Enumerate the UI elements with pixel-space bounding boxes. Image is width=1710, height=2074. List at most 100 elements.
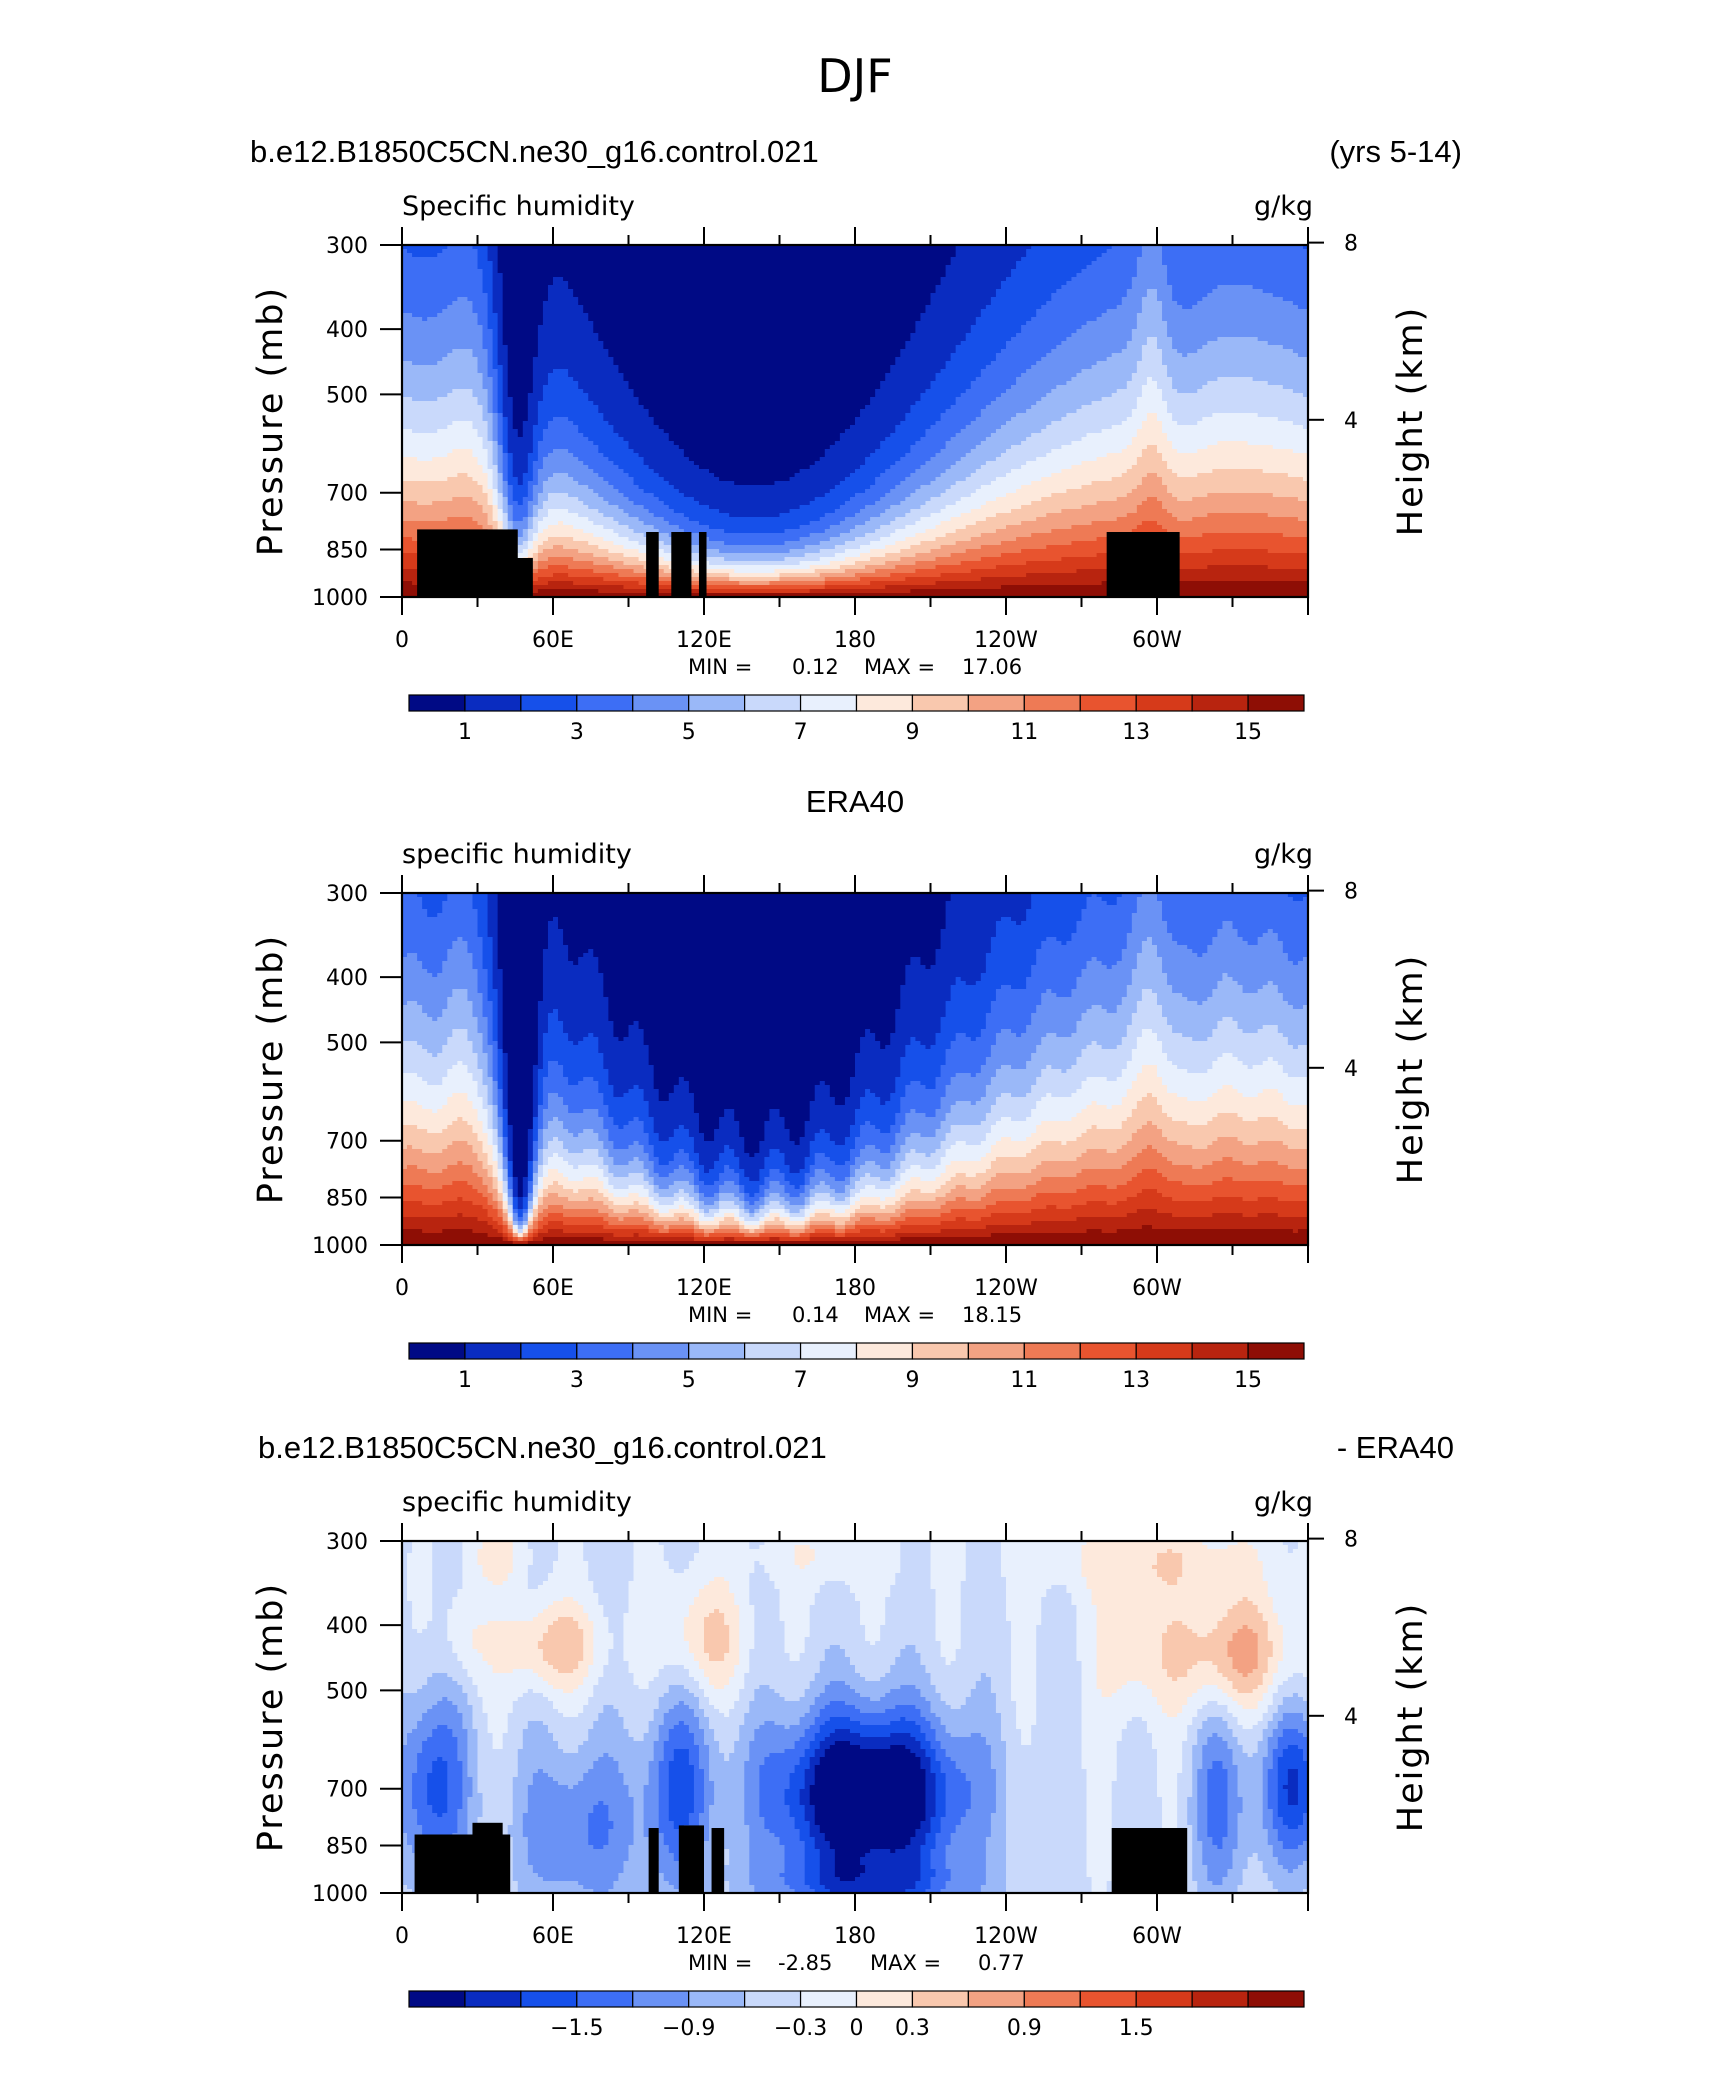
contour-cell bbox=[709, 561, 801, 566]
contour-cell bbox=[1136, 953, 1158, 958]
contour-cell bbox=[1212, 1093, 1244, 1098]
contour-cell bbox=[512, 513, 529, 518]
contour-cell bbox=[895, 1573, 932, 1578]
contour-cell bbox=[578, 549, 609, 554]
contour-cell bbox=[537, 557, 549, 562]
contour-cell bbox=[522, 1233, 529, 1238]
contour-cell bbox=[1000, 1569, 1083, 1574]
contour-cell bbox=[1131, 489, 1168, 494]
contour-cell bbox=[402, 1593, 408, 1598]
contour-cell bbox=[693, 1149, 725, 1154]
contour-cell bbox=[1187, 353, 1299, 358]
contour-cell bbox=[870, 557, 901, 562]
contour-cell bbox=[573, 293, 932, 298]
contour-cell bbox=[709, 1233, 745, 1238]
contour-cell bbox=[1167, 1581, 1178, 1586]
contour-cell bbox=[960, 457, 997, 462]
contour-cell bbox=[482, 1565, 514, 1570]
contour-cell bbox=[688, 1089, 816, 1094]
contour-cell bbox=[487, 1025, 494, 1030]
contour-cell bbox=[849, 497, 881, 502]
contour-cell bbox=[1006, 1609, 1042, 1614]
contour-cell bbox=[512, 425, 524, 430]
contour-cell bbox=[975, 321, 1027, 326]
contour-cell bbox=[890, 1125, 901, 1130]
contour-cell bbox=[492, 1025, 499, 1030]
contour-cell bbox=[683, 581, 740, 586]
contour-cell bbox=[402, 949, 448, 954]
contour-cell bbox=[960, 1613, 1007, 1618]
contour-cell bbox=[1031, 501, 1098, 506]
contour-cell bbox=[1172, 989, 1213, 994]
contour-cell bbox=[1157, 1189, 1308, 1194]
contour-cell bbox=[1157, 1553, 1183, 1558]
contour-cell bbox=[502, 281, 554, 286]
contour-cell bbox=[1162, 1173, 1308, 1178]
contour-cell bbox=[492, 409, 499, 414]
contour-cell bbox=[764, 1569, 901, 1574]
contour-cell bbox=[885, 493, 911, 498]
contour-cell bbox=[698, 1157, 720, 1162]
contour-cell bbox=[1202, 533, 1284, 538]
contour-cell bbox=[633, 1117, 640, 1122]
contour-cell bbox=[547, 1213, 564, 1218]
contour-cell bbox=[905, 477, 937, 482]
contour-cell bbox=[905, 1181, 947, 1186]
contour-cell bbox=[402, 1229, 423, 1234]
contour-cell bbox=[995, 1201, 1088, 1206]
contour-cell bbox=[487, 465, 499, 470]
contour-cell bbox=[759, 1225, 765, 1230]
contour-cell bbox=[452, 349, 474, 354]
contour-cell bbox=[698, 1201, 705, 1206]
contour-cell bbox=[794, 1545, 811, 1550]
contour-cell bbox=[628, 537, 655, 542]
contour-cell bbox=[583, 1553, 635, 1558]
contour-cell bbox=[683, 1197, 695, 1202]
contour-cell bbox=[1071, 989, 1128, 994]
contour-cell bbox=[532, 465, 544, 470]
contour-cell bbox=[1167, 973, 1224, 978]
contour-cell bbox=[1287, 893, 1308, 898]
contour-cell bbox=[1267, 381, 1308, 386]
contour-cell bbox=[497, 925, 549, 930]
contour-cell bbox=[527, 1197, 534, 1202]
contour-cell bbox=[1061, 445, 1128, 450]
contour-cell bbox=[402, 261, 479, 266]
contour-cell bbox=[482, 1009, 494, 1014]
contour-cell bbox=[547, 509, 569, 514]
contour-cell bbox=[492, 353, 499, 358]
contour-cell bbox=[402, 461, 479, 466]
contour-cell bbox=[487, 349, 494, 354]
contour-cell bbox=[849, 1169, 856, 1174]
contour-cell bbox=[990, 481, 1032, 486]
contour-cell bbox=[1041, 1037, 1123, 1042]
contour-cell bbox=[653, 1197, 680, 1202]
contour-cell bbox=[1076, 921, 1133, 926]
contour-cell bbox=[925, 1045, 932, 1050]
contour-cell bbox=[633, 1561, 670, 1566]
contour-cell bbox=[1257, 1029, 1279, 1034]
contour-cell bbox=[890, 533, 916, 538]
contour-cell bbox=[497, 897, 952, 902]
contour-cell bbox=[537, 1613, 589, 1618]
contour-cell bbox=[930, 1545, 967, 1550]
contour-cell bbox=[1011, 1065, 1027, 1070]
contour-cell bbox=[598, 1597, 630, 1602]
contour-cell bbox=[1247, 1541, 1284, 1546]
contour-cell bbox=[653, 1169, 675, 1174]
contour-cell bbox=[517, 481, 524, 486]
contour-cell bbox=[1101, 961, 1118, 966]
contour-cell bbox=[512, 1541, 529, 1546]
contour-cell bbox=[925, 305, 987, 310]
contour-cell bbox=[542, 1201, 604, 1206]
contour-cell bbox=[432, 457, 479, 462]
contour-cell bbox=[527, 1233, 534, 1238]
contour-cell bbox=[522, 1221, 529, 1226]
contour-cell bbox=[855, 1161, 866, 1166]
contour-cell bbox=[402, 929, 479, 934]
contour-cell bbox=[402, 381, 484, 386]
contour-cell bbox=[945, 361, 992, 366]
contour-cell bbox=[568, 285, 937, 290]
contour-cell bbox=[1121, 1037, 1138, 1042]
contour-cell bbox=[487, 1061, 494, 1066]
